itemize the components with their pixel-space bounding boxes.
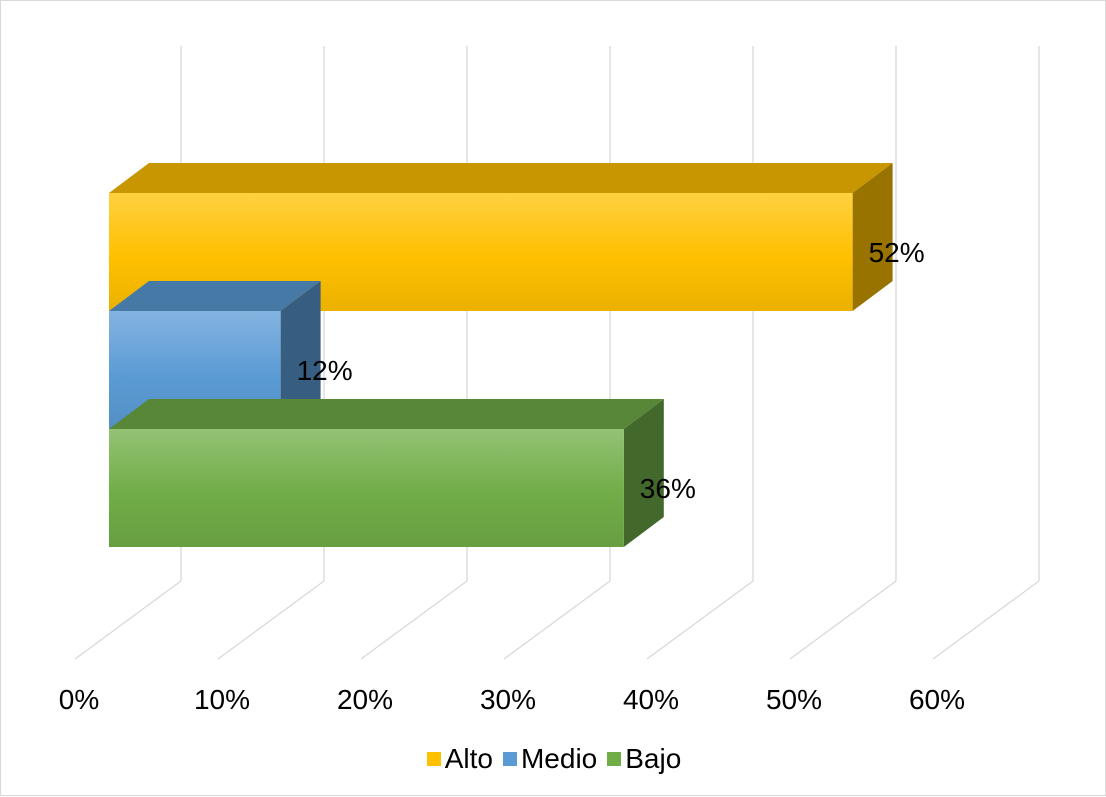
bar-front-bajo [109, 429, 624, 547]
legend-label-alto: Alto [444, 743, 493, 774]
x-tick-label-1: 10% [194, 684, 250, 715]
legend-item-alto: Alto [426, 743, 493, 775]
gridline-floor-2 [360, 580, 468, 660]
gridline-floor-1 [217, 580, 325, 660]
data-label-bajo: 36% [640, 473, 696, 504]
legend-swatch-medio [502, 752, 517, 766]
gridlines [74, 46, 1040, 660]
bar-side-alto [852, 163, 893, 311]
x-tick-label-0: 0% [59, 684, 99, 715]
bar-top-medio [109, 281, 321, 311]
legend-item-medio: Medio [502, 743, 598, 775]
data-label-alto: 52% [869, 237, 925, 268]
bars [109, 163, 893, 547]
legend-swatch-bajo [607, 752, 622, 766]
x-axis-ticks: 0% 10% 20% 30% 40% 50% 60% [59, 684, 965, 715]
legend-label-bajo: Bajo [625, 743, 682, 774]
x-tick-label-2: 20% [337, 684, 393, 715]
legend: Alto Medio Bajo [1, 743, 1106, 775]
bar-side-bajo [623, 399, 664, 547]
gridline-floor-0 [74, 580, 182, 660]
x-tick-label-5: 50% [766, 684, 822, 715]
bar-side-medio [280, 281, 321, 429]
gridline-floor-5 [789, 580, 897, 660]
gridline-floor-4 [646, 580, 754, 660]
legend-swatch-alto [426, 752, 441, 766]
bar-top-bajo [109, 399, 664, 429]
data-label-medio: 12% [297, 355, 353, 386]
legend-label-medio: Medio [520, 743, 598, 774]
x-tick-label-3: 30% [480, 684, 536, 715]
x-tick-label-6: 60% [909, 684, 965, 715]
gridline-floor-6 [932, 580, 1040, 660]
data-labels: 52% 12% 36% [297, 237, 925, 504]
x-tick-label-4: 40% [623, 684, 679, 715]
gridline-floor-3 [503, 580, 611, 660]
bar-top-alto [109, 163, 893, 193]
legend-item-bajo: Bajo [607, 743, 681, 775]
